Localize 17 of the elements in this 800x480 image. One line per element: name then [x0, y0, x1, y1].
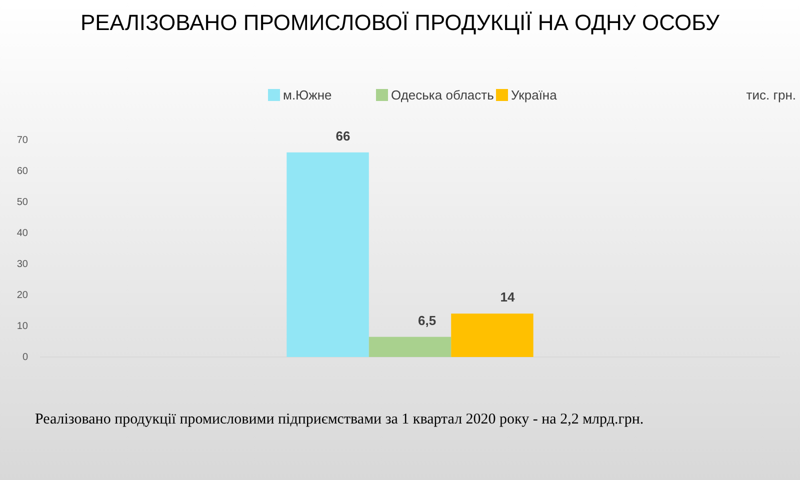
y-tick-label: 40 — [16, 228, 28, 240]
y-tick-label: 30 — [16, 259, 28, 270]
y-tick-label: 0 — [22, 352, 28, 364]
text: Реалізовано продукції промисловими підприємствами за 1 квартал 2020 року - на 2,2 млрд.грн. — [35, 411, 644, 428]
chart-title: РЕАЛІЗОВАНО ПРОМИСЛОВОЇ ПРОДУКЦІЇ НА ОДНУ ОСОБУ — [80, 10, 721, 35]
y-tick-label: 20 — [16, 290, 28, 302]
legend-label: Україна — [511, 88, 558, 103]
data-label: 6,5 — [418, 312, 436, 328]
legend-label: м.Южне — [283, 88, 332, 103]
data-label: 66 — [336, 128, 350, 144]
y-tick-label: 70 — [16, 135, 28, 146]
y-tick-label: 60 — [16, 166, 28, 178]
y-tick-label: 50 — [16, 197, 28, 208]
legend-label: Одеська область — [391, 88, 494, 103]
data-label: 14 — [500, 290, 516, 305]
text: тис. грн. — [746, 88, 796, 103]
y-tick-label: 10 — [16, 321, 28, 332]
